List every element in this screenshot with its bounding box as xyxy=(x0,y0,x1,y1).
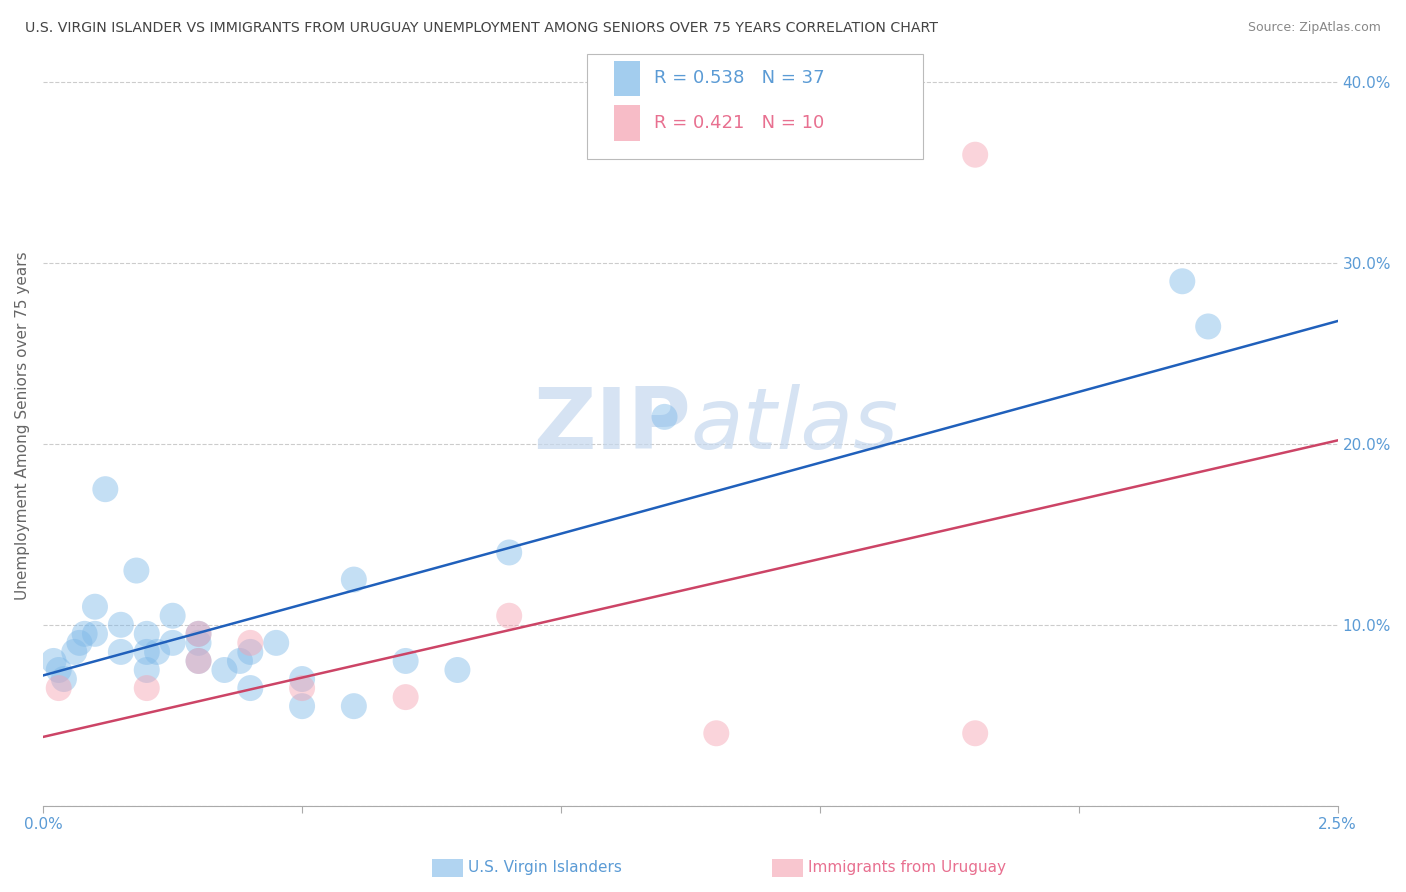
Point xyxy=(187,627,209,641)
Point xyxy=(965,726,987,740)
Point xyxy=(135,681,157,695)
Point xyxy=(291,699,314,714)
Y-axis label: Unemployment Among Seniors over 75 years: Unemployment Among Seniors over 75 years xyxy=(15,252,30,600)
Point xyxy=(214,663,236,677)
Point xyxy=(187,654,209,668)
Point xyxy=(704,726,727,740)
Point xyxy=(1197,319,1219,334)
Point xyxy=(343,573,366,587)
Text: R = 0.421   N = 10: R = 0.421 N = 10 xyxy=(654,114,824,132)
Point xyxy=(239,636,262,650)
Point xyxy=(110,617,132,632)
Point xyxy=(498,608,520,623)
Point xyxy=(343,699,366,714)
FancyBboxPatch shape xyxy=(614,61,640,96)
Point xyxy=(84,599,107,614)
Text: Source: ZipAtlas.com: Source: ZipAtlas.com xyxy=(1247,21,1381,35)
Point xyxy=(395,654,418,668)
Point xyxy=(395,690,418,705)
Point xyxy=(84,627,107,641)
Point xyxy=(110,645,132,659)
Point xyxy=(239,645,262,659)
Point xyxy=(125,564,148,578)
Point xyxy=(135,663,157,677)
Point xyxy=(229,654,252,668)
Point xyxy=(52,672,75,686)
Point xyxy=(67,636,90,650)
Point xyxy=(94,482,117,496)
Point xyxy=(264,636,287,650)
Text: ZIP: ZIP xyxy=(533,384,690,467)
Point xyxy=(73,627,96,641)
Point xyxy=(1171,274,1194,288)
FancyBboxPatch shape xyxy=(614,105,640,141)
Point xyxy=(48,681,70,695)
Text: U.S. Virgin Islanders: U.S. Virgin Islanders xyxy=(468,860,621,874)
Text: U.S. VIRGIN ISLANDER VS IMMIGRANTS FROM URUGUAY UNEMPLOYMENT AMONG SENIORS OVER : U.S. VIRGIN ISLANDER VS IMMIGRANTS FROM … xyxy=(25,21,938,36)
Point xyxy=(446,663,468,677)
Point xyxy=(135,627,157,641)
Point xyxy=(162,608,184,623)
Text: R = 0.538   N = 37: R = 0.538 N = 37 xyxy=(654,70,825,87)
Point xyxy=(239,681,262,695)
Point xyxy=(291,672,314,686)
FancyBboxPatch shape xyxy=(586,54,924,159)
Text: Immigrants from Uruguay: Immigrants from Uruguay xyxy=(808,860,1007,874)
Point xyxy=(162,636,184,650)
Point xyxy=(291,681,314,695)
Point xyxy=(146,645,169,659)
Point xyxy=(498,545,520,559)
Point xyxy=(187,627,209,641)
Point xyxy=(135,645,157,659)
Point xyxy=(63,645,86,659)
Point xyxy=(42,654,65,668)
Point xyxy=(187,654,209,668)
Text: atlas: atlas xyxy=(690,384,898,467)
Point xyxy=(48,663,70,677)
Point xyxy=(654,409,676,424)
Point xyxy=(187,636,209,650)
Point xyxy=(965,147,987,161)
